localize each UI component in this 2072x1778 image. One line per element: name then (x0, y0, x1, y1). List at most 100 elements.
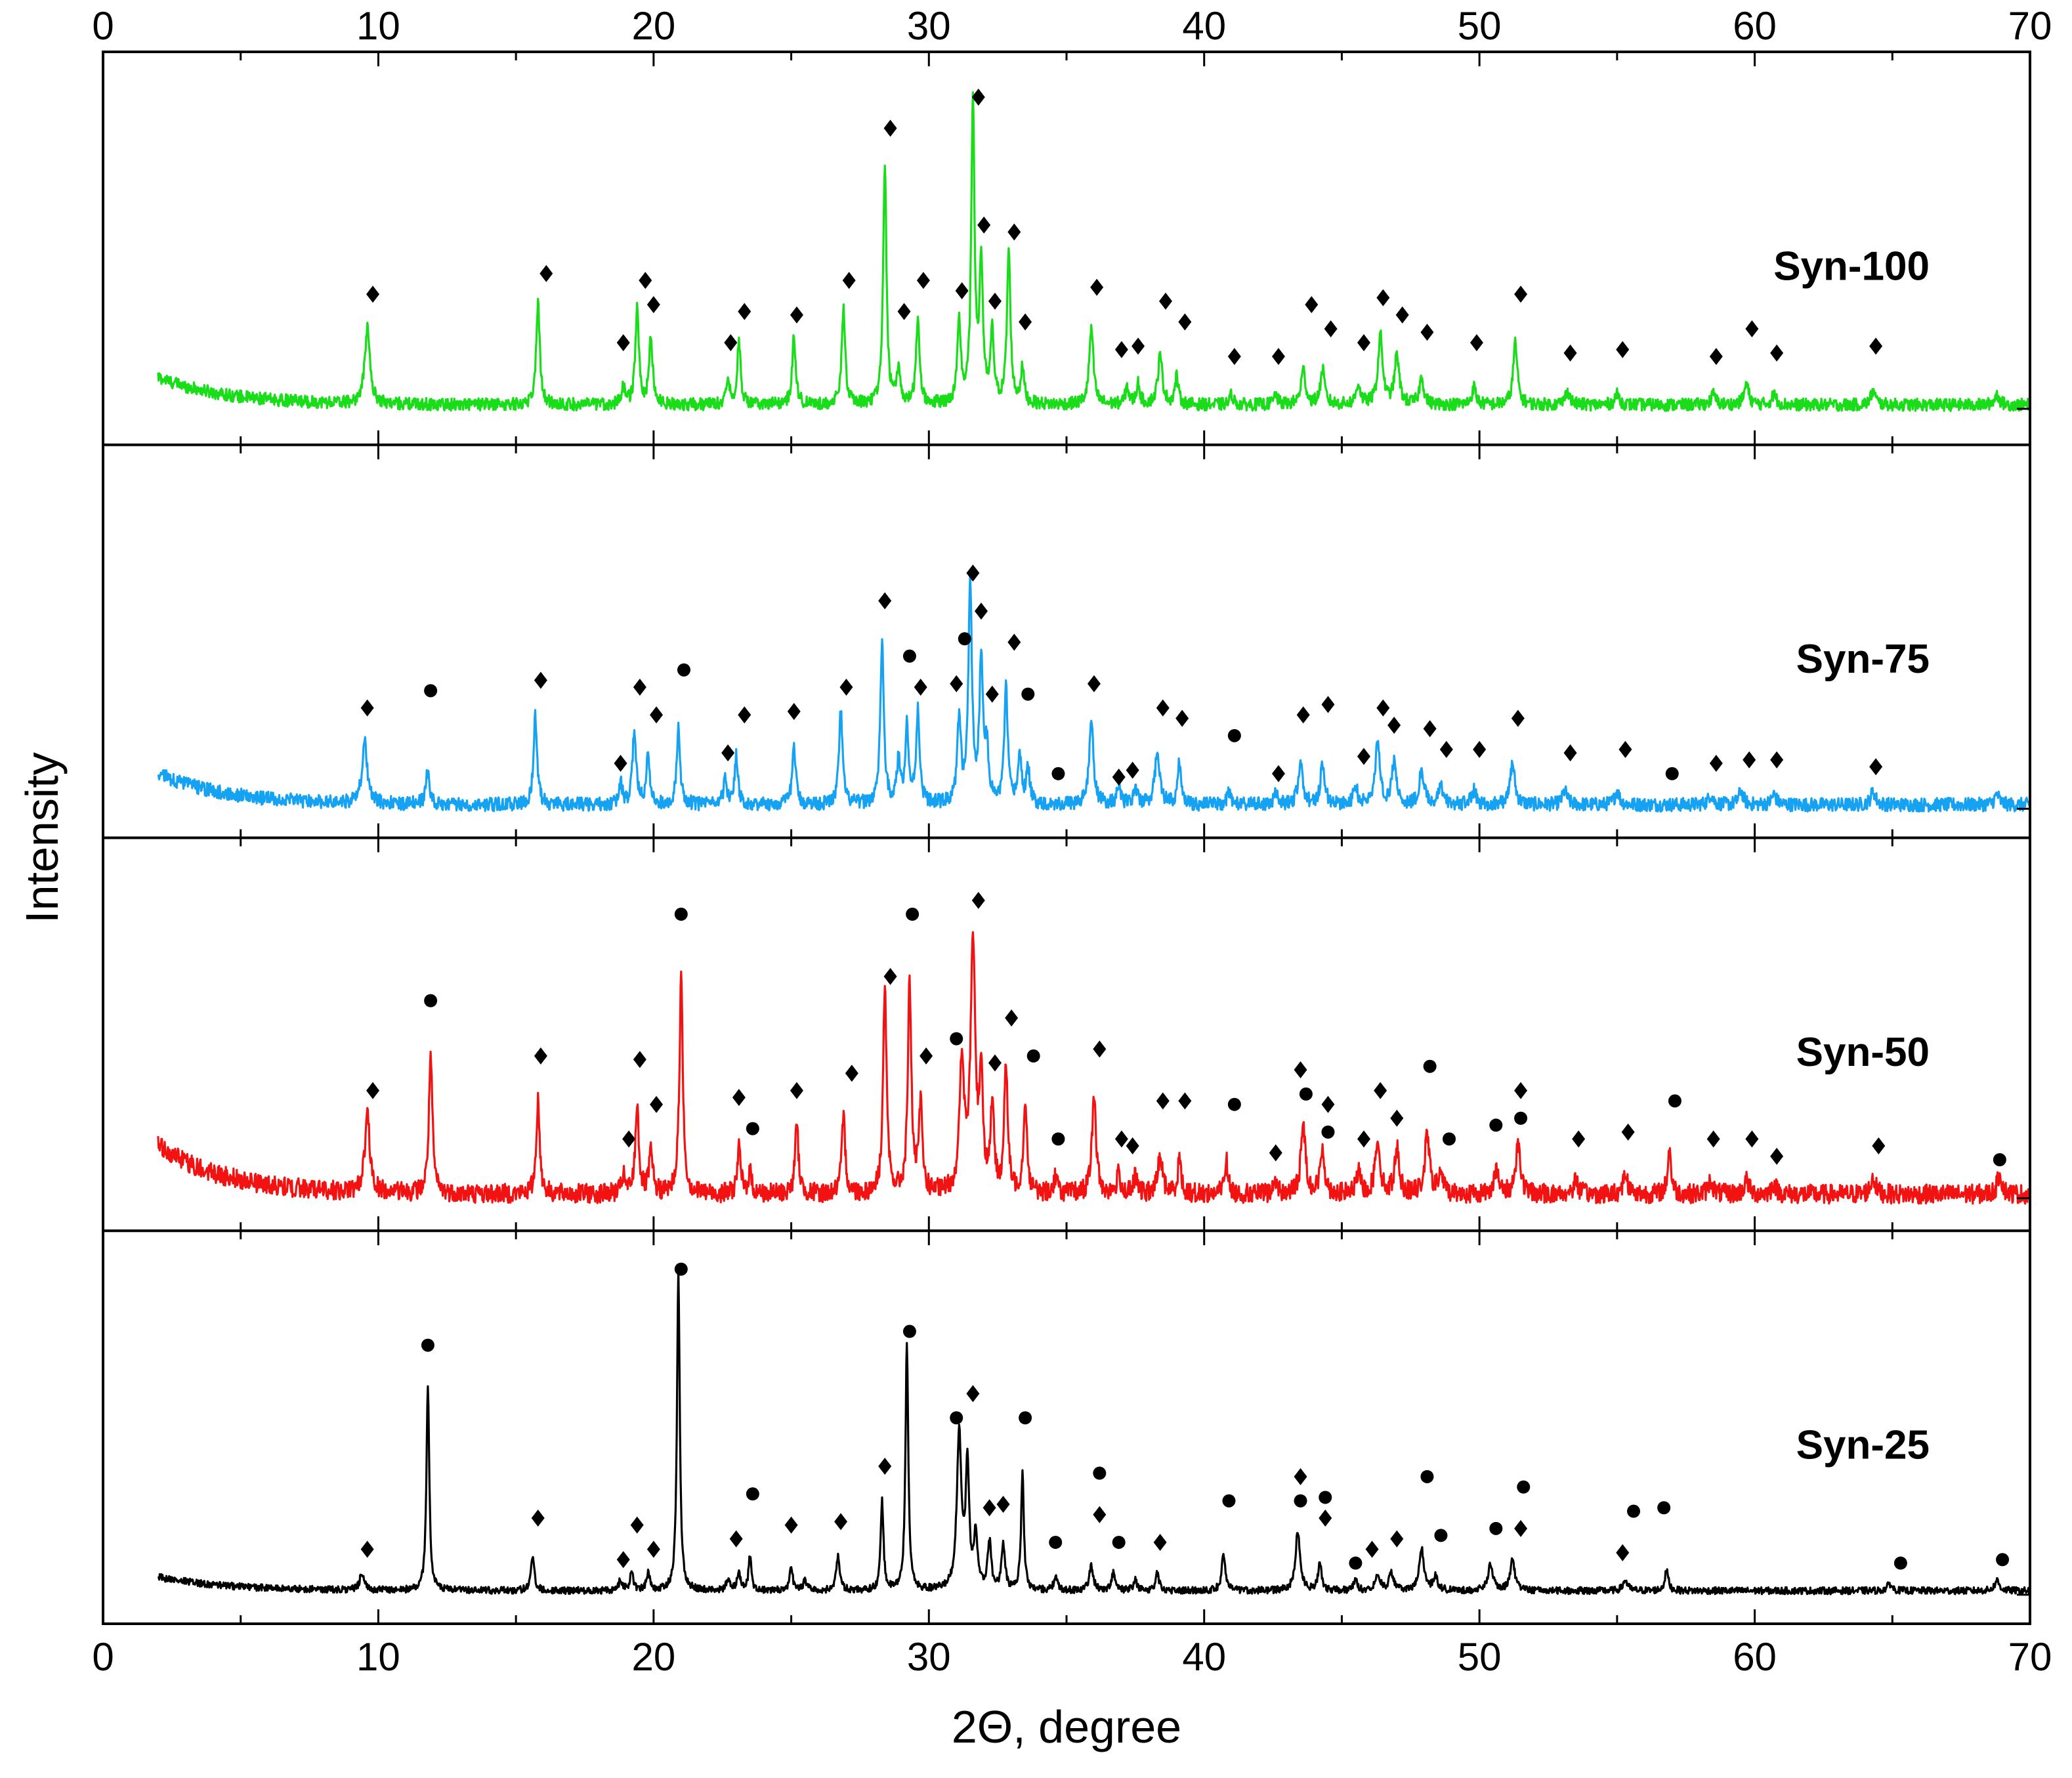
x-tick-label-top: 30 (907, 4, 951, 48)
x-tick-label-top: 60 (1733, 4, 1777, 48)
circle-marker (1227, 1097, 1241, 1111)
circle-marker (1321, 1125, 1335, 1139)
diamond-marker (883, 967, 897, 985)
diamond-marker (633, 1051, 646, 1069)
diamond-marker (1114, 341, 1128, 358)
diamond-marker (787, 702, 801, 720)
circle-marker (1489, 1521, 1503, 1535)
x-tick-label-top: 40 (1182, 4, 1226, 48)
diamond-marker (1019, 313, 1032, 331)
diamond-marker (1158, 292, 1172, 310)
diamond-marker (1420, 324, 1434, 341)
diamond-marker (738, 303, 751, 320)
diamond-marker (1869, 758, 1883, 776)
diamond-marker (1131, 337, 1145, 355)
circle-marker (1294, 1494, 1307, 1508)
circle-marker (1996, 1553, 2010, 1567)
diamond-marker (966, 1385, 980, 1403)
diamond-marker (842, 272, 856, 289)
diamond-marker (1423, 720, 1437, 738)
diamond-marker (1156, 699, 1170, 717)
diamond-marker (534, 1047, 547, 1065)
diamond-marker (1321, 1095, 1335, 1113)
x-tick-label-top: 50 (1458, 4, 1502, 48)
circle-marker (1434, 1529, 1448, 1542)
diamond-marker (977, 216, 991, 234)
x-tick-label: 20 (631, 1635, 675, 1679)
x-tick-label-top: 10 (356, 4, 400, 48)
x-tick-label: 0 (92, 1635, 114, 1679)
circle-marker (1051, 1132, 1065, 1146)
panel-label: Syn-75 (1796, 637, 1930, 682)
diamond-marker (1872, 1137, 1886, 1154)
circle-marker (1423, 1059, 1437, 1073)
diamond-marker (883, 119, 897, 137)
diamond-marker (955, 282, 969, 300)
x-tick-label-top: 70 (2008, 4, 2052, 48)
diamond-marker (914, 679, 927, 696)
circle-marker (1627, 1504, 1641, 1518)
diamond-marker (729, 1530, 743, 1548)
diamond-marker (839, 679, 853, 696)
diamond-marker (1005, 1009, 1019, 1027)
circle-marker (1517, 1480, 1531, 1494)
circle-marker (1489, 1118, 1503, 1132)
diamond-marker (360, 1540, 374, 1558)
circle-marker (950, 1411, 963, 1425)
axes: 0 0 10 10 20 20 30 30 40 40 50 50 60 60 70 70 (92, 4, 2052, 1679)
diamond-marker (916, 272, 930, 289)
circle-marker (1349, 1556, 1363, 1570)
pattern-line-syn-100 (157, 91, 2031, 412)
pattern-line-syn-75 (157, 572, 2031, 813)
diamond-marker (1305, 296, 1319, 314)
diamond-marker (1007, 223, 1021, 241)
circle-marker (1443, 1132, 1456, 1146)
diamond-marker (983, 1499, 996, 1517)
circle-marker (1514, 1111, 1528, 1125)
diamond-marker (1357, 334, 1370, 352)
x-tick-label-top: 20 (631, 4, 675, 48)
diamond-marker (1706, 1130, 1720, 1148)
diamond-marker (1514, 286, 1528, 303)
diamond-marker (1321, 696, 1335, 713)
diamond-marker (988, 292, 1002, 310)
diamond-marker (1514, 1519, 1528, 1537)
diamond-marker (630, 1516, 644, 1534)
diamond-marker (1357, 1130, 1370, 1148)
diamond-marker (531, 1510, 545, 1527)
x-tick-label: 50 (1458, 1635, 1502, 1679)
diamond-marker (1156, 1092, 1170, 1110)
circle-marker (1021, 687, 1035, 701)
diamond-marker (1296, 706, 1310, 724)
x-tick-label: 70 (2008, 1635, 2052, 1679)
circle-marker (1049, 1535, 1063, 1549)
diamond-marker (1616, 1544, 1630, 1561)
diamond-marker (1178, 1092, 1192, 1110)
diamond-marker (1178, 313, 1192, 331)
x-tick-label-top: 0 (92, 4, 114, 48)
diamond-marker (1709, 348, 1723, 366)
diamond-marker (1745, 320, 1759, 337)
circle-marker (1893, 1556, 1907, 1570)
circle-marker (1227, 729, 1241, 742)
circle-marker (1019, 1411, 1032, 1425)
diamond-marker (721, 744, 735, 762)
diamond-marker (1743, 751, 1756, 769)
diamond-marker (1572, 1130, 1586, 1148)
diamond-marker (1709, 754, 1723, 772)
diamond-marker (614, 754, 627, 772)
circle-marker (958, 632, 971, 646)
diamond-marker (1770, 1147, 1784, 1165)
diamond-marker (988, 1054, 1002, 1072)
diamond-marker (1395, 306, 1409, 324)
diamond-marker (1376, 699, 1390, 717)
circle-marker (674, 907, 688, 921)
panels: Syn-100 Syn-75 Syn-50 Syn-25 (157, 88, 2031, 1596)
panel-syn-50: Syn-50 (157, 891, 2031, 1205)
diamond-marker (985, 685, 999, 703)
x-axis-title: 2Θ, degree (952, 1701, 1181, 1752)
diamond-marker (1294, 1468, 1307, 1485)
diamond-marker (1374, 1082, 1387, 1099)
circle-marker (1319, 1491, 1332, 1504)
